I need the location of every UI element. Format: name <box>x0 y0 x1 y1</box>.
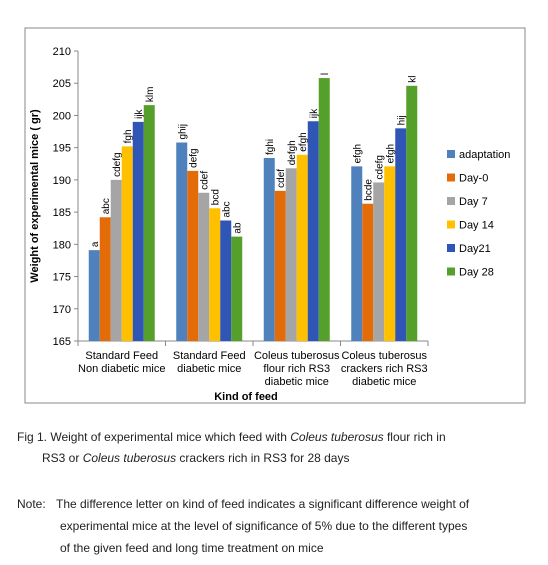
bar <box>99 217 111 341</box>
x-tick-label: Coleus tuberosus flour rich RS3 diabetic m… <box>254 350 340 388</box>
caption-line: Fig 1. Weight of experimental mice which… <box>17 430 446 444</box>
bar <box>143 105 155 341</box>
bar <box>198 192 210 341</box>
legend-label: Day 14 <box>459 220 494 232</box>
bar <box>176 142 188 341</box>
x-tick-label: Standard Feed diabetic mice <box>173 350 246 375</box>
bar <box>362 203 374 341</box>
significance-label: a <box>90 241 101 247</box>
y-tick-label: 170 <box>53 304 71 316</box>
legend-swatch <box>447 150 455 158</box>
caption-line: RS3 or Coleus tuberosus crackers rich in… <box>42 451 349 465</box>
bar <box>296 154 308 341</box>
significance-label: hij <box>397 115 408 125</box>
significance-label: efgh <box>386 144 397 163</box>
significance-label: kl <box>408 76 419 83</box>
significance-label: efgh <box>353 144 364 163</box>
significance-label: defgh <box>287 140 298 165</box>
significance-label: ijk <box>134 108 145 118</box>
y-tick-label: 205 <box>53 78 71 90</box>
y-tick-label: 185 <box>53 207 71 219</box>
significance-label: bcd <box>211 189 222 205</box>
significance-label: klm <box>145 87 156 103</box>
bar <box>187 170 199 341</box>
chart: 165 170 175 180 185 190 195 200 205 210 a ghij fghi e… <box>24 27 526 404</box>
significance-label: cdefg <box>112 152 123 176</box>
legend-swatch <box>447 244 455 252</box>
bar <box>231 236 243 341</box>
bar <box>263 157 275 341</box>
legend-swatch <box>447 220 455 229</box>
y-tick-label: 195 <box>53 143 71 155</box>
caption-text: flour rich in <box>383 430 446 444</box>
significance-label: defg <box>189 148 200 167</box>
y-tick-label: 165 <box>53 336 71 348</box>
x-tick-label: Coleus tuberosus crackers rich RS3 diabeti… <box>341 350 428 388</box>
significance-label: ab <box>233 222 244 234</box>
bar <box>373 182 385 341</box>
y-axis-title: Weight of experimental mice ( gr) <box>29 109 41 283</box>
y-tick-label: 200 <box>53 110 71 122</box>
x-axis-title: Kind of feed <box>214 391 278 403</box>
significance-label: fghi <box>265 139 276 155</box>
significance-label: abc <box>101 198 112 214</box>
significance-label: fgh <box>123 129 134 143</box>
legend-swatch <box>447 197 455 205</box>
significance-label: cdef <box>200 171 211 190</box>
note-text: Note: <box>17 497 46 511</box>
note-text: experimental mice at the level of signif… <box>60 519 468 533</box>
y-tick-label: 210 <box>53 46 71 58</box>
y-tick-label: 175 <box>53 272 71 284</box>
bar <box>121 146 133 341</box>
caption-text: Fig 1. Weight of experimental mice which… <box>17 430 291 444</box>
bar <box>406 85 418 341</box>
y-tick-label: 180 <box>53 239 71 251</box>
note-text: of the given feed and long time treatmen… <box>60 541 324 555</box>
y-tick-label: 190 <box>53 175 71 187</box>
bar <box>395 128 407 341</box>
bar <box>110 179 122 341</box>
significance-label: cdefg <box>375 155 386 179</box>
legend-label: Day 7 <box>459 196 488 208</box>
bar <box>351 166 363 341</box>
caption-text: RS3 or <box>42 451 83 465</box>
bar <box>274 190 286 341</box>
legend-label: Day 28 <box>459 267 494 279</box>
x-tick-label: Standard Feed Non diabetic mice <box>78 350 165 375</box>
note-text: The difference letter on kind of feed in… <box>56 497 470 511</box>
significance-label: bcde <box>364 179 375 201</box>
bar <box>318 78 330 342</box>
caption-text: crackers rich in RS3 for 28 days <box>176 451 350 465</box>
bar <box>209 208 221 341</box>
legend-label: adaptation <box>459 149 510 161</box>
legend-swatch <box>447 173 455 182</box>
significance-label: l <box>320 73 331 75</box>
significance-label: ghij <box>178 124 189 140</box>
bar <box>285 168 297 341</box>
caption-text: Coleus tuberosus <box>82 451 177 465</box>
legend-label: Day21 <box>459 243 491 255</box>
bar <box>220 220 232 341</box>
bar <box>307 121 319 341</box>
caption-text: Coleus tuberosus <box>290 430 384 444</box>
significance-label: efgh <box>298 132 309 151</box>
legend-label: Day-0 <box>459 173 488 185</box>
significance-label: cdef <box>276 169 287 188</box>
legend-swatch <box>447 267 455 276</box>
significance-label: ijk <box>309 108 320 118</box>
bar <box>132 121 144 341</box>
bar <box>88 250 100 341</box>
significance-label: abc <box>222 201 233 217</box>
bar <box>384 166 396 341</box>
